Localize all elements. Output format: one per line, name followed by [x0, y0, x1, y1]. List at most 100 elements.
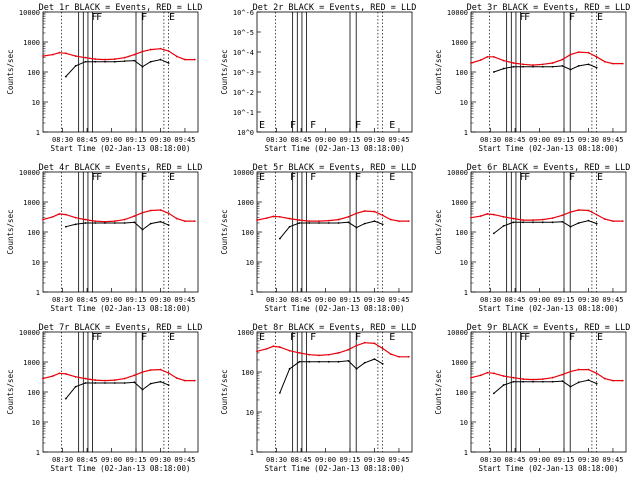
x-tick-label: 09:15 [339, 456, 360, 464]
y-tick-label: 100 [455, 389, 468, 397]
lld-data-point [407, 355, 410, 358]
flag-marker: F [520, 332, 526, 343]
events-data-point [84, 222, 87, 224]
lld-data-point [265, 217, 268, 220]
lld-data-point [64, 373, 67, 375]
lld-data-point [159, 47, 162, 50]
lld-data-point [278, 215, 281, 218]
lld-data-point [470, 216, 472, 219]
events-data-point [522, 380, 525, 383]
panel-det-7: Det 7r BLACK = Events, RED = LLD 1 10 100 10… [6, 323, 202, 473]
panel-det-5: Det 5r BLACK = Events, RED = LLD 1 10 100 10… [220, 163, 416, 313]
flag-marker: F [520, 12, 526, 23]
lld-data-point [149, 48, 152, 51]
lld-data-point [355, 212, 358, 215]
lld-data-point [587, 51, 590, 54]
x-axis-label: Start Time (02-Jan-13 08:18:00) [51, 144, 191, 153]
lld-data-point [298, 352, 301, 354]
events-series-line [279, 220, 383, 240]
x-tick-label: 09:30 [150, 456, 171, 464]
y-tick-label: 1 [250, 289, 254, 297]
x-tick-label: 09:45 [388, 136, 409, 144]
lld-data-point [51, 375, 54, 377]
lld-data-point [184, 379, 186, 382]
lld-data-point [587, 368, 590, 371]
events-data-point [532, 65, 534, 68]
y-tick-label: 10000 [19, 329, 40, 337]
y-tick-label: 100 [27, 69, 40, 77]
lld-data-point [113, 379, 116, 381]
events-data-point [94, 222, 97, 224]
y-tick-label: 10 [460, 99, 468, 107]
y-axis-label: Counts/sec [220, 209, 229, 254]
panel-title: Det 4r BLACK = Events, RED = LLD [39, 163, 203, 173]
lld-data-point [541, 63, 544, 66]
flag-marker: F [355, 332, 361, 343]
panel-det-9: Det 9r BLACK = Events, RED = LLD 1 10 100 10… [434, 323, 630, 473]
events-data-point [84, 382, 87, 384]
events-data-point [288, 367, 291, 370]
lld-data-point [141, 211, 144, 214]
panel-title: Det 2r BLACK = Events, RED = LLD [253, 3, 417, 13]
lld-data-point [492, 213, 495, 216]
lld-data-point [577, 209, 580, 211]
flag-marker: F [141, 12, 147, 23]
flag-marker: E [259, 332, 265, 343]
plot-frame [256, 11, 413, 133]
y-tick-label: 1000 [451, 39, 468, 47]
x-tick-label: 08:45 [505, 136, 526, 144]
lld-data-point [621, 220, 624, 223]
y-tick-label: 10000 [19, 169, 40, 177]
events-data-point [355, 367, 358, 370]
y-tick-label: 10 [246, 409, 254, 417]
flag-marker: F [355, 120, 361, 131]
lld-data-point [407, 220, 410, 223]
lld-data-point [272, 345, 275, 348]
x-tick-label: 09:15 [553, 296, 574, 304]
flag-marker: E [389, 332, 395, 343]
lld-data-point [551, 62, 554, 64]
lld-data-point [389, 218, 392, 221]
y-tick-label: 1000 [451, 199, 468, 207]
events-data-point [94, 60, 97, 63]
events-data-point [141, 65, 144, 68]
x-tick-label: 08:30 [480, 296, 501, 304]
lld-data-point [184, 58, 186, 61]
y-tick-label: 100 [455, 69, 468, 77]
x-tick-label: 09:00 [529, 456, 550, 464]
y-tick-label: 1 [36, 289, 40, 297]
x-tick-label: 08:30 [52, 136, 73, 144]
lld-data-point [42, 377, 44, 380]
events-data-point [577, 381, 580, 384]
lld-data-point [84, 56, 87, 59]
events-data-point [74, 385, 77, 388]
events-data-point [141, 388, 144, 391]
x-tick-label: 09:45 [602, 296, 623, 304]
lld-data-point [193, 220, 196, 223]
flag-marker: E [259, 172, 265, 183]
lld-series-line [42, 48, 195, 61]
x-tick-label: 09:30 [578, 456, 599, 464]
y-tick-label: 1 [464, 129, 468, 137]
events-data-point [561, 64, 564, 67]
lld-data-point [113, 220, 116, 223]
panel-det-8: Det 8r BLACK = Events, RED = LLD 1 10 100 10… [220, 323, 416, 473]
y-tick-label: 1000 [451, 359, 468, 367]
y-tick-label: 1000 [23, 199, 40, 207]
events-data-point [159, 380, 162, 383]
lld-data-point [84, 218, 87, 221]
events-data-point [308, 360, 311, 363]
events-data-point [278, 237, 281, 240]
flag-marker: F [520, 172, 526, 183]
y-tick-label: 10^-2 [233, 89, 254, 97]
flag-marker: E [597, 12, 603, 23]
lld-data-point [337, 352, 340, 354]
lld-data-point [74, 216, 77, 219]
lld-data-point [486, 55, 489, 58]
lld-data-point [569, 370, 572, 373]
lld-data-point [58, 213, 61, 215]
lld-data-point [595, 372, 598, 375]
y-tick-label: 10^-6 [233, 9, 254, 17]
y-tick-label: 1000 [23, 39, 40, 47]
